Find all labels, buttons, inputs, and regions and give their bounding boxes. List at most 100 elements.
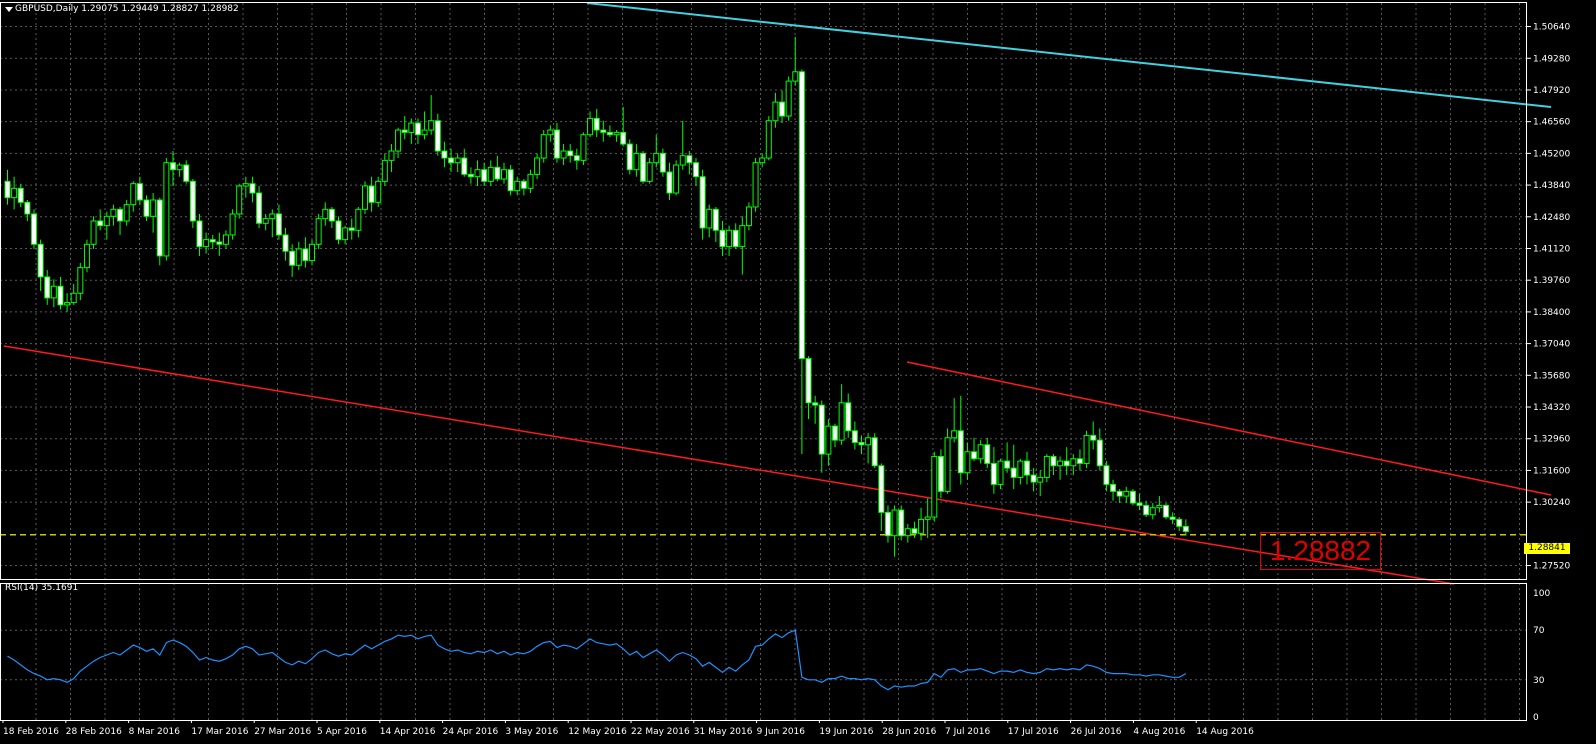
candle-body-bear xyxy=(507,169,514,192)
x-tick-label: 7 Jul 2016 xyxy=(945,727,990,737)
axes: 1.50640 1.49280 1.47920 1.46560 1.45200 1.438… xyxy=(0,2,1570,737)
candle-body-bear xyxy=(30,213,37,245)
x-tick-label: 28 Jun 2016 xyxy=(882,727,936,737)
candle-body-bear xyxy=(937,455,944,492)
candle-body-bear xyxy=(719,229,726,248)
candle-body-bear xyxy=(97,220,104,227)
candle-body-bear xyxy=(481,169,488,182)
candle-body-bear xyxy=(659,152,666,173)
symbol-header: GBPUSD,Daily 1.29075 1.29449 1.28827 1.2… xyxy=(15,4,239,14)
candle-body-bear xyxy=(461,157,468,175)
candle-body-bear xyxy=(1103,465,1110,485)
candle-body-bear xyxy=(990,462,997,485)
candle-body-bear xyxy=(335,220,342,241)
candle-body-bull xyxy=(527,173,534,189)
x-tick-label: 12 May 2016 xyxy=(568,727,627,737)
candle-body-bear xyxy=(348,227,355,231)
candle-body-bear xyxy=(143,199,150,217)
x-tick-label: 17 Mar 2016 xyxy=(191,727,248,737)
candle-body-bear xyxy=(401,129,408,133)
candle-body-bull xyxy=(904,528,911,537)
candle-body-bull xyxy=(951,430,958,439)
candle-body-bear xyxy=(44,276,51,299)
candle-body-bear xyxy=(712,208,719,231)
x-tick-label: 5 Apr 2016 xyxy=(317,727,367,737)
candle-body-bull xyxy=(342,227,349,241)
candle-body-bear xyxy=(170,162,176,171)
y-tick-label: 1.46560 xyxy=(1533,118,1570,128)
candle-body-bear xyxy=(136,183,143,201)
candle-body-bull xyxy=(679,155,686,166)
candle-body-bull xyxy=(580,134,587,161)
candle-body-bear xyxy=(1090,434,1097,441)
candle-body-bear xyxy=(1169,516,1176,520)
candle-body-bear xyxy=(871,437,878,467)
candle-body-bull xyxy=(421,129,428,136)
candle-body-bull xyxy=(825,425,832,455)
candle-body-bull xyxy=(242,183,249,187)
candle-body-bull xyxy=(726,229,733,248)
candle-body-bear xyxy=(699,176,706,229)
candle-body-bull xyxy=(1057,460,1064,467)
candle-body-bear xyxy=(189,180,196,222)
candle-body-bear xyxy=(851,430,858,443)
candle-body-bull xyxy=(123,204,130,222)
candle-body-bear xyxy=(117,208,124,222)
candle-body-bull xyxy=(11,187,18,199)
y-tick-label: 1.38400 xyxy=(1533,308,1570,318)
candle-body-bear xyxy=(183,164,190,182)
candle-body-bear xyxy=(156,199,163,257)
chart-menu-icon[interactable] xyxy=(5,7,13,12)
candle-body-bull xyxy=(388,150,395,161)
candle-body-bull xyxy=(361,185,368,210)
rsi-panel-frame xyxy=(0,583,1527,721)
candle-body-bear xyxy=(434,120,441,152)
candle-body-bear xyxy=(1023,460,1030,476)
candle-body-bull xyxy=(560,150,567,159)
candle-body-bear xyxy=(1050,455,1057,467)
rsi-header: RSI(14) 35.1691 xyxy=(5,583,79,593)
candle-body-bear xyxy=(216,241,223,245)
candle-body-bear xyxy=(1129,490,1136,504)
x-tick-label: 14 Apr 2016 xyxy=(380,727,436,737)
candle-body-bear xyxy=(282,234,289,252)
candle-body-bear xyxy=(368,185,375,203)
candle-body-bull xyxy=(1043,455,1050,478)
candle-body-bear xyxy=(911,528,918,534)
candle-body-bull xyxy=(1123,490,1130,497)
candle-body-bear xyxy=(1010,467,1017,478)
candle-body-bull xyxy=(587,117,594,136)
candle-body-bull xyxy=(295,248,302,266)
candlestick-series xyxy=(4,36,1189,557)
candle-body-bear xyxy=(24,201,31,215)
candle-body-bear xyxy=(957,430,964,474)
candle-body-bear xyxy=(878,465,885,513)
candle-body-bear xyxy=(414,122,421,136)
candle-body-bear xyxy=(1143,504,1150,516)
candle-body-bull xyxy=(309,243,316,262)
candle-body-bull xyxy=(103,215,110,227)
candle-body-bull xyxy=(540,134,547,159)
candle-body-bear xyxy=(971,451,978,460)
red-channel-lower xyxy=(3,345,1455,585)
candle-body-bull xyxy=(203,239,210,248)
candle-body-bear xyxy=(984,444,991,464)
y-tick-label: 1.34320 xyxy=(1533,403,1570,413)
rsi-y-tick-label: 30 xyxy=(1533,676,1545,686)
candle-body-bear xyxy=(818,404,825,455)
candle-body-bull xyxy=(653,152,660,164)
candle-body-bear xyxy=(898,509,905,537)
candle-body-bear xyxy=(494,166,501,180)
candle-body-bull xyxy=(163,162,170,257)
y-tick-label: 1.35680 xyxy=(1533,371,1570,381)
candle-body-bear xyxy=(209,239,216,243)
y-tick-label: 1.30240 xyxy=(1533,498,1570,508)
candle-body-bull xyxy=(487,166,494,182)
candle-body-bull xyxy=(514,180,521,192)
candle-body-bull xyxy=(375,180,382,203)
candle-body-bear xyxy=(1063,460,1070,467)
candle-body-bull xyxy=(673,164,680,194)
candle-body-bull xyxy=(772,101,779,122)
candle-body-bull xyxy=(408,122,415,133)
